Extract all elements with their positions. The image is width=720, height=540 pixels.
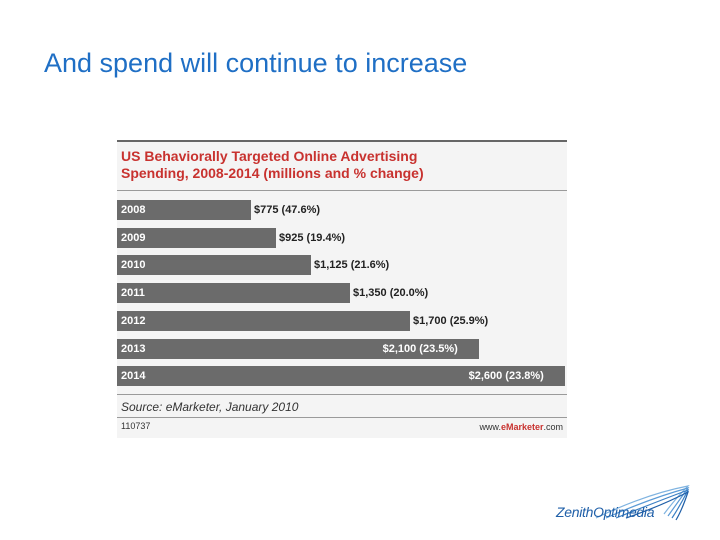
bar-value-label: $1,125 (21.6%) xyxy=(314,259,390,271)
chart-source: Source: eMarketer, January 2010 xyxy=(121,400,299,414)
logo-text: ZenithOptimedia xyxy=(556,504,655,520)
zenithoptimedia-logo: ZenithOptimedia xyxy=(556,484,706,524)
bar-2013: 2013 xyxy=(117,339,479,359)
bar-category-label: 2009 xyxy=(121,232,146,244)
bar-value-label: $1,350 (20.0%) xyxy=(353,287,429,299)
bar-value-label: $925 (19.4%) xyxy=(279,232,346,244)
bar-category-label: 2011 xyxy=(121,287,145,299)
bar-value-label: $775 (47.6%) xyxy=(254,204,321,216)
bar-2008: 2008 xyxy=(117,200,251,220)
source-rule xyxy=(117,394,567,395)
bar-2010: 2010 xyxy=(117,255,311,275)
footer-rule xyxy=(117,417,567,418)
chart-website: www.eMarketer.com xyxy=(479,422,563,432)
bar-2011: 2011 xyxy=(117,283,350,303)
chart-title-line1: US Behaviorally Targeted Online Advertis… xyxy=(121,148,418,164)
logo-swoosh-icon xyxy=(595,485,690,521)
chart: US Behaviorally Targeted Online Advertis… xyxy=(117,140,567,438)
chart-title: US Behaviorally Targeted Online Advertis… xyxy=(121,148,565,182)
chart-subtitle: Spending, 2008-2014 (millions and % chan… xyxy=(121,165,424,181)
bar-value-label: $2,600 (23.8%) xyxy=(468,370,544,382)
bar-category-label: 2010 xyxy=(121,259,146,271)
bar-category-label: 2014 xyxy=(121,370,146,382)
bar-value-label: $2,100 (23.5%) xyxy=(382,343,458,355)
bar-category-label: 2008 xyxy=(121,204,146,216)
bar-2009: 2009 xyxy=(117,228,276,248)
title-rule xyxy=(117,190,567,191)
slide-title: And spend will continue to increase xyxy=(44,48,468,78)
bar-category-label: 2012 xyxy=(121,315,146,327)
bar-value-label: $1,700 (25.9%) xyxy=(413,315,489,327)
bar-2014: 2014 xyxy=(117,366,565,386)
bar-category-label: 2013 xyxy=(121,343,146,355)
chart-id: 110737 xyxy=(121,421,151,431)
bar-2012: 2012 xyxy=(117,311,410,331)
